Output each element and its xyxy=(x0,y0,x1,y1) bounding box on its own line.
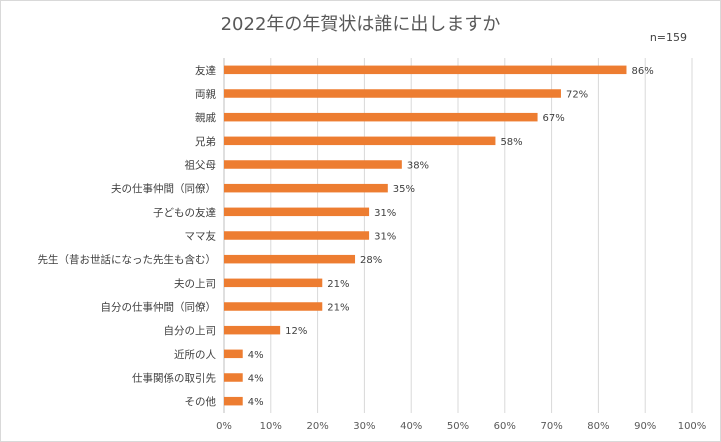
bar xyxy=(224,302,323,311)
category-label: 子どもの友達 xyxy=(153,206,216,219)
category-label: 兄弟 xyxy=(195,136,216,148)
chart-title: 2022年の年賀状は誰に出しますか xyxy=(220,14,501,35)
bar xyxy=(224,373,243,382)
bar xyxy=(224,65,627,75)
bar xyxy=(224,278,323,288)
bar xyxy=(224,207,370,217)
data-label: 35% xyxy=(393,184,415,195)
category-label: 夫の仕事仲間（同僚） xyxy=(111,182,216,195)
bar xyxy=(224,231,370,240)
x-tick-label: 60% xyxy=(494,421,516,432)
data-label: 4% xyxy=(248,374,264,385)
x-tick-label: 10% xyxy=(260,421,282,432)
bar xyxy=(224,254,356,264)
x-tick-label: 90% xyxy=(634,421,656,432)
bar xyxy=(224,89,561,98)
data-label: 4% xyxy=(248,397,264,408)
x-tick-label: 40% xyxy=(400,421,422,432)
category-label: ママ友 xyxy=(185,230,217,243)
category-label: 仕事関係の取引先 xyxy=(132,372,216,385)
data-label: 21% xyxy=(327,303,349,314)
bar xyxy=(224,112,538,122)
data-label: 58% xyxy=(500,137,522,148)
category-label: その他 xyxy=(185,395,217,408)
bar xyxy=(224,349,243,359)
category-label: 友達 xyxy=(195,64,216,77)
data-label: 31% xyxy=(374,208,396,219)
data-label: 86% xyxy=(631,66,653,77)
data-label: 12% xyxy=(285,326,307,337)
category-label: 自分の仕事仲間（同僚） xyxy=(101,301,217,314)
category-label: 自分の上司 xyxy=(164,324,217,337)
x-tick-label: 100% xyxy=(678,421,707,432)
data-label: 4% xyxy=(248,350,264,361)
category-label: 祖父母 xyxy=(185,159,217,172)
bar xyxy=(224,183,388,193)
sample-size-note: n=159 xyxy=(649,31,687,44)
data-label: 67% xyxy=(543,113,565,124)
bar xyxy=(224,396,243,406)
data-label: 28% xyxy=(360,255,382,266)
category-label: 夫の上司 xyxy=(174,278,216,290)
x-tick-label: 80% xyxy=(587,421,609,432)
x-tick-label: 30% xyxy=(353,421,375,432)
x-tick-label: 70% xyxy=(540,421,562,432)
data-label: 72% xyxy=(566,90,588,101)
category-label: 親戚 xyxy=(195,111,216,124)
x-tick-label: 0% xyxy=(216,421,232,432)
bar xyxy=(224,160,402,169)
x-tick-label: 20% xyxy=(306,421,328,432)
category-label: 両親 xyxy=(195,88,216,101)
category-label: 近所の人 xyxy=(174,348,216,361)
bar xyxy=(224,325,281,335)
category-label: 先生（昔お世話になった先生も含む） xyxy=(38,253,217,266)
data-label: 31% xyxy=(374,232,396,243)
bar xyxy=(224,136,496,146)
data-label: 38% xyxy=(407,161,429,172)
x-tick-label: 50% xyxy=(447,421,469,432)
data-label: 21% xyxy=(327,279,349,290)
